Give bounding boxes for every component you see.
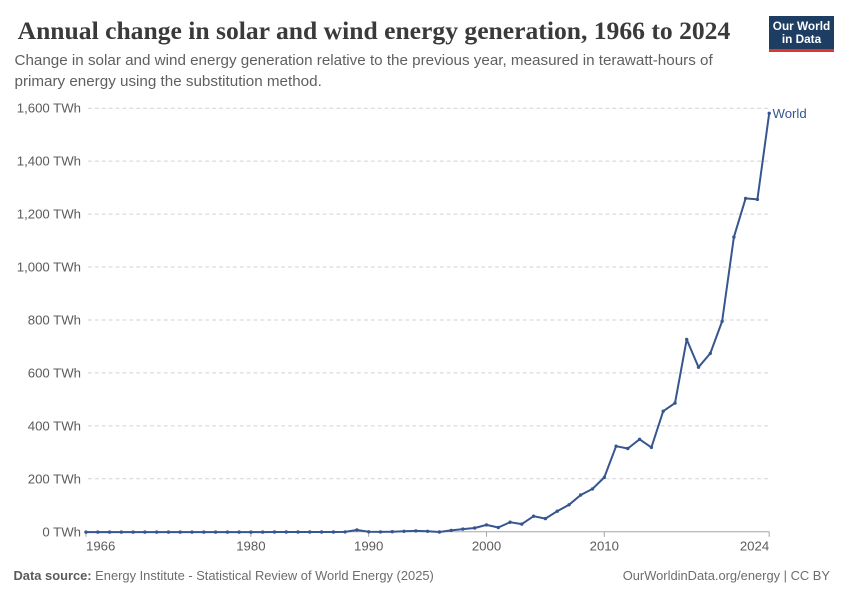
svg-text:200 TWh: 200 TWh: [28, 471, 81, 486]
svg-text:600 TWh: 600 TWh: [28, 365, 81, 380]
svg-text:800 TWh: 800 TWh: [28, 313, 81, 328]
svg-text:World: World: [773, 106, 807, 121]
svg-text:1990: 1990: [354, 538, 383, 553]
svg-text:2000: 2000: [472, 538, 501, 553]
svg-text:400 TWh: 400 TWh: [28, 418, 81, 433]
svg-text:1,200 TWh: 1,200 TWh: [17, 207, 81, 222]
svg-text:0 TWh: 0 TWh: [42, 524, 81, 539]
svg-text:1980: 1980: [236, 538, 265, 553]
svg-text:1,400 TWh: 1,400 TWh: [17, 154, 81, 169]
svg-text:2024: 2024: [740, 538, 769, 553]
svg-text:1,600 TWh: 1,600 TWh: [17, 101, 81, 116]
svg-text:2010: 2010: [590, 538, 619, 553]
svg-text:1966: 1966: [86, 538, 115, 553]
svg-text:1,000 TWh: 1,000 TWh: [17, 260, 81, 275]
